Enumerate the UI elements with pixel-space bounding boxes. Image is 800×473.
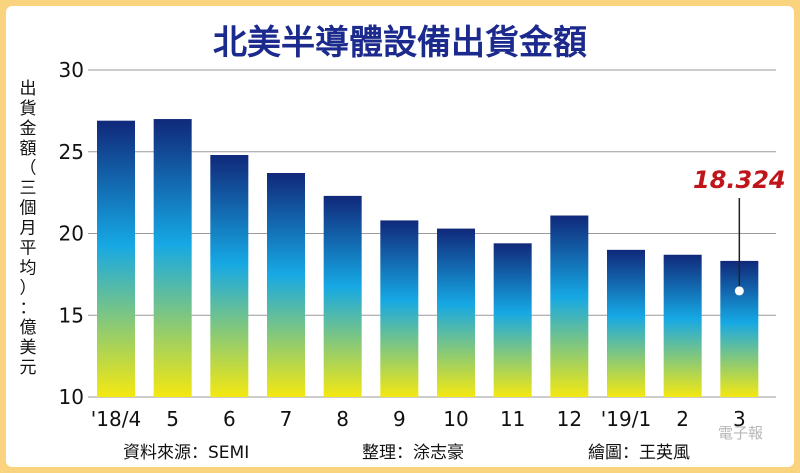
annotation-value-label: 18.324 — [693, 166, 786, 194]
y-axis-label: 出貨金額（三個月平均）：億美元 — [20, 79, 37, 378]
x-tick-label: '18/4 — [91, 407, 141, 431]
illustrator-note: 繪圖：王英風 — [588, 443, 690, 463]
chart-frame: 北美半導體設備出貨金額 10 15 20 25 30 出貨金額（三個月平均）：億美元 '… — [6, 6, 794, 467]
y-tick-label: 25 — [59, 140, 84, 164]
y-tick-label: 10 — [59, 385, 84, 409]
x-tick-label: 9 — [393, 407, 406, 431]
annotation-dot — [734, 286, 744, 296]
editor-note: 整理：涂志豪 — [362, 442, 464, 463]
x-tick-label: 11 — [500, 407, 525, 431]
chart-title: 北美半導體設備出貨金額 — [213, 23, 587, 63]
x-tick-label: '19/1 — [601, 407, 651, 431]
bar — [380, 220, 419, 397]
y-tick-label: 15 — [59, 303, 84, 327]
y-tick-label: 30 — [59, 58, 84, 82]
x-tick-label: 8 — [336, 407, 349, 431]
x-tick-label: 7 — [280, 407, 293, 431]
bar — [267, 173, 305, 397]
bar — [550, 215, 589, 397]
bar — [607, 249, 645, 397]
bar — [493, 243, 532, 397]
x-tick-label: 6 — [223, 407, 236, 431]
bar — [323, 195, 362, 397]
x-tick-label: 5 — [166, 407, 179, 431]
bar — [153, 119, 192, 398]
bar — [437, 228, 475, 397]
x-tick-label: 10 — [443, 407, 468, 431]
y-tick-label: 20 — [59, 222, 84, 246]
source-note: 資料來源：SEMI — [123, 443, 249, 463]
bar — [663, 254, 702, 397]
bar — [210, 155, 249, 397]
x-tick-label: 3 — [733, 407, 746, 431]
bar — [97, 120, 135, 397]
x-tick-label: 2 — [676, 407, 689, 431]
x-tick-label: 12 — [557, 407, 582, 431]
watermark: 電子報 — [718, 424, 763, 442]
